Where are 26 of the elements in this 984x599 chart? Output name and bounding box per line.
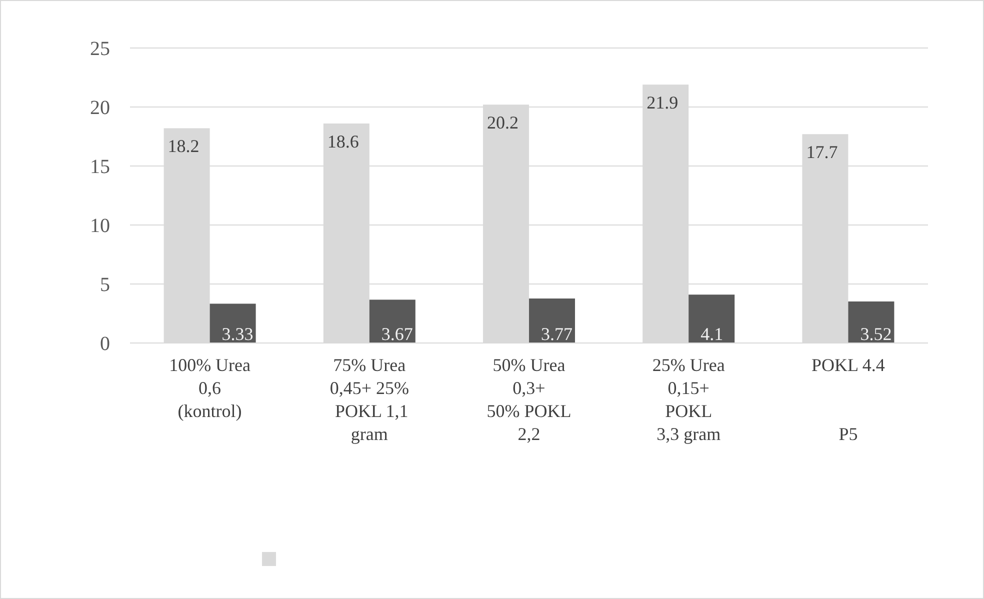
- category-label: POKL 4.4 P5: [812, 355, 885, 444]
- x-tick-label: 100% Urea 0,6 (kontrol): [169, 355, 251, 421]
- x-tick-label: 25% Urea 0,15+ POKL 3,3 gram: [652, 355, 725, 444]
- data-label: 20.2: [487, 112, 518, 133]
- y-tick-label: 10: [90, 215, 110, 237]
- x-tick-label: 75% Urea 0,45+ 25% POKL 1,1 gram: [330, 355, 409, 444]
- y-tick-label: 15: [90, 156, 110, 178]
- x-tick-label: 50% Urea 0,3+ 50% POKL 2,2: [486, 355, 572, 444]
- data-label: 17.7: [806, 142, 838, 162]
- y-tick-label: 0: [100, 333, 110, 355]
- bar: [210, 304, 256, 343]
- data-label: 18.2: [168, 136, 200, 156]
- bar: [369, 300, 416, 343]
- bar: [848, 301, 894, 343]
- data-label: 3.52: [860, 324, 892, 344]
- bar: [688, 294, 735, 343]
- bar: [529, 298, 575, 343]
- data-label: 3.67: [381, 324, 413, 344]
- y-tick-label: 20: [90, 97, 110, 119]
- data-label: 18.6: [327, 132, 359, 152]
- data-label: 21.9: [646, 92, 678, 113]
- y-tick-label: 25: [90, 38, 110, 60]
- data-label: 4.1: [700, 324, 724, 344]
- data-label: 3.77: [541, 324, 572, 344]
- data-label: 3.33: [222, 324, 254, 344]
- y-tick-label: 5: [100, 274, 110, 296]
